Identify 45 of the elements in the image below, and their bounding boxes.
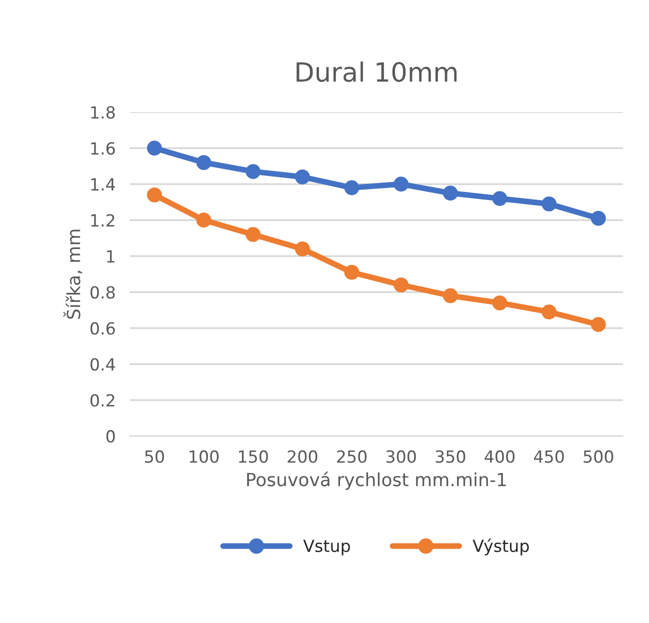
point — [246, 227, 261, 242]
y-tick-label: 1.8 — [91, 106, 115, 119]
y-tick-label: 1.6 — [91, 142, 115, 155]
x-axis-title: Posuvová rychlost mm.min-1 — [247, 472, 506, 490]
y-tick-label: 1.2 — [91, 214, 114, 226]
point — [294, 169, 310, 184]
point — [246, 164, 261, 179]
point — [394, 176, 409, 192]
x-tick-label: 350 — [436, 450, 466, 463]
point — [294, 241, 310, 256]
x-tick-label: 500 — [584, 450, 614, 463]
point — [344, 180, 360, 196]
point — [492, 191, 508, 206]
x-tick-label: 50 — [145, 450, 164, 463]
point — [542, 304, 557, 320]
point — [147, 140, 162, 156]
point — [147, 187, 162, 202]
legend-label: Výstup — [472, 538, 529, 556]
y-tick-label: 0 — [106, 430, 115, 443]
legend-label: Vstup — [303, 540, 350, 556]
y-tick-label: 1 — [107, 250, 114, 262]
point — [196, 155, 212, 170]
x-tick-label: 250 — [337, 450, 367, 463]
y-tick-label: 0.6 — [90, 322, 115, 335]
x-tick-label: 100 — [190, 450, 219, 463]
chart-title: Dural 10mm — [296, 62, 457, 82]
point — [590, 317, 606, 332]
point — [492, 295, 508, 310]
x-tick-label: 400 — [484, 450, 515, 463]
point — [590, 210, 606, 226]
point — [344, 264, 360, 280]
point — [394, 277, 409, 292]
x-tick-label: 150 — [239, 450, 268, 463]
y-tick-label: 0.8 — [90, 286, 115, 299]
y-axis-title: Šířka, mm — [63, 230, 82, 319]
x-tick-label: 200 — [288, 450, 318, 463]
point — [442, 186, 458, 201]
y-tick-label: 0.2 — [90, 394, 114, 407]
point — [542, 196, 557, 212]
y-tick-label: 0.4 — [90, 358, 115, 371]
x-tick-label: 450 — [534, 450, 564, 463]
x-tick-label: 300 — [386, 450, 416, 463]
point — [196, 212, 212, 228]
point — [442, 288, 458, 304]
y-tick-label: 1.4 — [91, 178, 115, 190]
